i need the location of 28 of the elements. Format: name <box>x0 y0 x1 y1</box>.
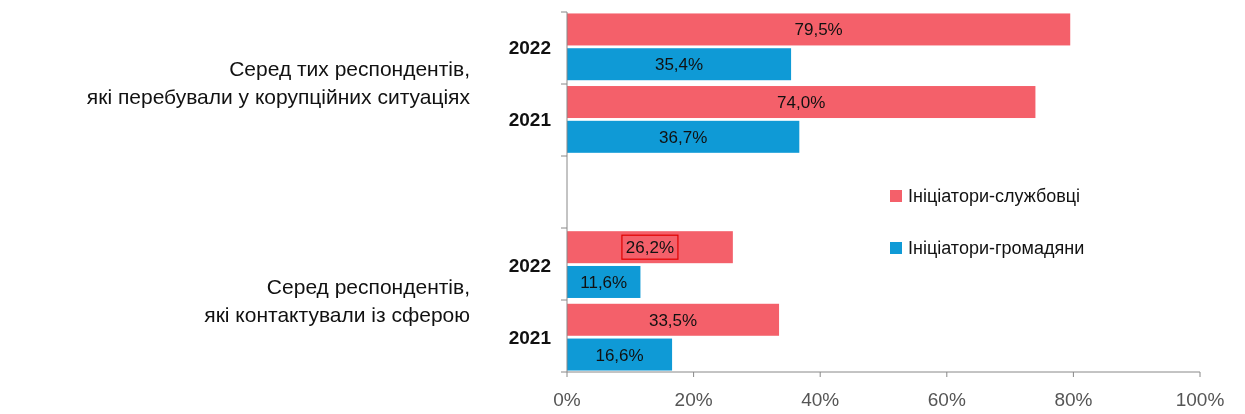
legend-label: Ініціатори-громадяни <box>908 238 1085 258</box>
y-tick-label: 2022 <box>508 254 551 276</box>
x-tick-label: 40% <box>801 389 840 410</box>
bar <box>567 120 800 153</box>
data-label: 11,6% <box>580 272 628 292</box>
text: Серед тих респондентів, які перебували у корупційних ситуаціях <box>86 57 471 109</box>
bar <box>567 48 792 81</box>
data-label: 79,5% <box>794 20 843 40</box>
bar <box>567 231 733 264</box>
bar <box>567 13 1071 46</box>
data-label: 74,0% <box>777 93 826 113</box>
x-tick-label: 20% <box>674 389 713 410</box>
text: Серед респондентів, які контактували із сферою <box>204 274 470 326</box>
x-tick-label: 60% <box>927 389 966 410</box>
x-tick-label: 80% <box>1054 389 1093 410</box>
bar <box>567 303 780 336</box>
x-tick-label: 100% <box>1175 389 1225 410</box>
y-tick-label: 2022 <box>508 36 551 58</box>
bar <box>567 338 673 371</box>
legend-label: Ініціатори-службовці <box>908 186 1081 206</box>
data-label: 16,6% <box>595 345 644 365</box>
bar <box>567 86 1036 119</box>
y-tick-label: 2021 <box>508 327 552 349</box>
x-tick-label: 0% <box>553 389 581 410</box>
y-tick-label: 2021 <box>508 109 552 131</box>
data-label: 35,4% <box>654 55 704 75</box>
data-label: 33,5% <box>648 310 698 330</box>
data-label: 36,7% <box>659 127 708 147</box>
